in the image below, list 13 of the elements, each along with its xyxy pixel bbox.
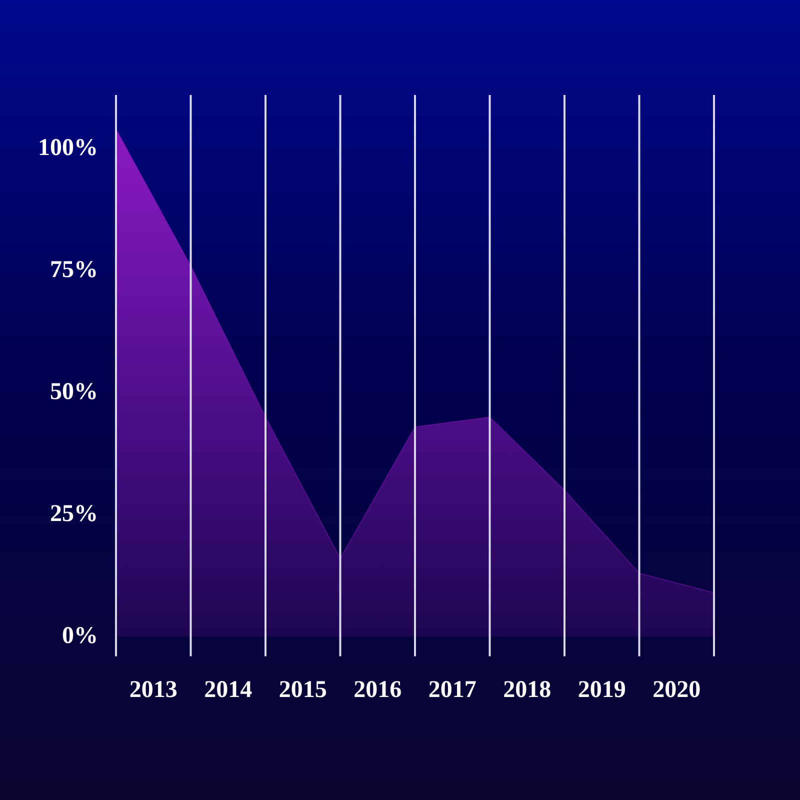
x-tick-label: 2020 bbox=[652, 676, 701, 703]
x-tick-label: 2019 bbox=[578, 676, 626, 703]
y-tick-label: 0% bbox=[62, 622, 98, 649]
x-tick-label: 2014 bbox=[204, 676, 252, 703]
x-tick-label: 2013 bbox=[129, 676, 178, 703]
x-tick-label: 2015 bbox=[278, 676, 327, 703]
y-tick-label: 25% bbox=[50, 500, 98, 527]
x-tick-label: 2017 bbox=[428, 676, 476, 703]
y-tick-label: 50% bbox=[50, 378, 98, 405]
y-tick-label: 75% bbox=[50, 256, 98, 283]
x-tick-label: 2016 bbox=[354, 676, 402, 703]
y-tick-label: 100% bbox=[38, 134, 98, 161]
x-tick-label: 2018 bbox=[503, 676, 552, 703]
